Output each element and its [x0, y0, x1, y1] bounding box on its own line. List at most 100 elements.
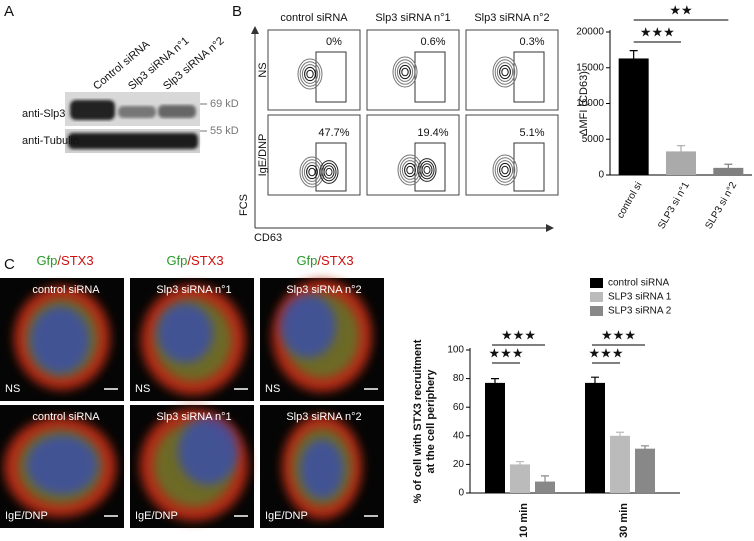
y-tick-label: 0: [598, 170, 604, 181]
microscopy-images: [0, 278, 384, 528]
y-tick-label: 20: [453, 459, 465, 470]
contour: [304, 66, 316, 82]
plot-frame: [366, 29, 460, 111]
gate: [513, 142, 545, 192]
stain-part: /: [57, 253, 61, 268]
y-tick-label: 5000: [582, 134, 605, 145]
contour: [306, 164, 318, 180]
y-axis-label: at the cell periphery: [425, 369, 437, 474]
contour: [496, 160, 514, 180]
legend-swatch: [590, 278, 603, 288]
significance: ★★: [669, 2, 692, 17]
contour: [499, 64, 511, 80]
legend-swatch: [590, 292, 603, 302]
significance: ★★★: [589, 345, 624, 360]
stain-part: /: [187, 253, 191, 268]
error-bar: [641, 445, 649, 452]
stain-part: /: [317, 253, 321, 268]
significance: ★★★: [489, 345, 524, 360]
image-title: Slp3 siRNA n°2: [286, 284, 361, 296]
contour: [301, 64, 319, 84]
contour: [501, 165, 509, 175]
y-tick-label: 20000: [576, 27, 604, 38]
contour: [421, 163, 433, 177]
contour: [321, 162, 337, 182]
contour: [423, 165, 431, 175]
contour: [396, 62, 414, 82]
flow-plots: [251, 26, 559, 232]
nucleus: [26, 435, 98, 495]
contour: [299, 61, 321, 87]
marker-label: 69 kD: [210, 98, 239, 110]
y-tick-label: 100: [447, 345, 464, 356]
y-tick-label: 80: [453, 373, 465, 384]
legend-swatch: [590, 306, 603, 316]
contour: [494, 157, 516, 183]
x-tick-label: SLP3 si n°1: [656, 180, 692, 231]
nucleus: [157, 303, 213, 363]
stain-part: Gfp: [36, 253, 57, 268]
error-bar: [541, 475, 549, 488]
axis-label: FCS: [238, 194, 250, 216]
panel-label: A: [4, 3, 14, 20]
y-axis-label: ΔMFI (CD63): [578, 71, 590, 136]
contour: [306, 69, 314, 79]
condition-label: IgE/DNP: [265, 510, 308, 522]
stain-header: Gfp/STX3: [296, 253, 353, 268]
lane-label: Slp3 siRNA n°1: [126, 35, 191, 93]
image-title: control siRNA: [32, 284, 100, 296]
condition-label: NS: [135, 383, 150, 395]
x-tick-label: 10 min: [518, 503, 530, 538]
contour: [297, 58, 323, 90]
contour: [492, 154, 518, 186]
y-axis-label: % of cell with STX3 recruitment: [412, 339, 424, 503]
error-bar: [724, 163, 733, 172]
contour: [419, 160, 435, 180]
significance: ★★★: [640, 24, 675, 39]
stain-part: STX3: [321, 253, 354, 268]
marker-label: 55 kD: [210, 125, 239, 137]
column-label: Slp3 siRNA n°1: [375, 12, 450, 24]
bar: [510, 464, 530, 493]
contour: [496, 62, 514, 82]
y-tick-label: 15000: [576, 62, 604, 73]
stain-part: Gfp: [296, 253, 317, 268]
gate: [414, 51, 446, 103]
x-tick-label: SLP3 si n°2: [704, 180, 740, 231]
nucleus: [280, 294, 336, 358]
panel-label: C: [4, 256, 15, 273]
row-label: IgE/DNP: [257, 134, 269, 177]
stain-part: Gfp: [166, 253, 187, 268]
contour: [394, 59, 416, 85]
gate-percentage: 19.4%: [417, 127, 448, 139]
contour: [401, 67, 409, 77]
contour: [308, 167, 316, 177]
bar: [610, 435, 630, 493]
y-tick-label: 0: [458, 488, 464, 499]
stain-part: STX3: [191, 253, 224, 268]
contour: [404, 162, 416, 178]
y-tick-label: 60: [453, 402, 465, 413]
legend-label: SLP3 siRNA 2: [608, 306, 672, 317]
image-title: Slp3 siRNA n°1: [156, 284, 231, 296]
significance: ★★★: [601, 327, 636, 342]
contour: [417, 158, 437, 182]
nucleus: [178, 417, 238, 485]
image-title: Slp3 siRNA n°2: [286, 411, 361, 423]
contour: [392, 56, 418, 88]
nucleus: [300, 439, 344, 499]
image-title: control siRNA: [32, 411, 100, 423]
image-title: Slp3 siRNA n°1: [156, 411, 231, 423]
contour: [399, 64, 411, 80]
legend-label: SLP3 siRNA 1: [608, 292, 672, 303]
gate: [315, 51, 347, 103]
bar: [618, 58, 649, 175]
nucleus: [30, 306, 90, 374]
error-bar: [629, 49, 638, 67]
gate-percentage: 5.1%: [519, 127, 544, 139]
contour: [494, 59, 516, 85]
error-bar: [616, 431, 624, 440]
lane-label: Slp3 siRNA n°2: [161, 35, 226, 93]
column-label: control siRNA: [280, 12, 348, 24]
